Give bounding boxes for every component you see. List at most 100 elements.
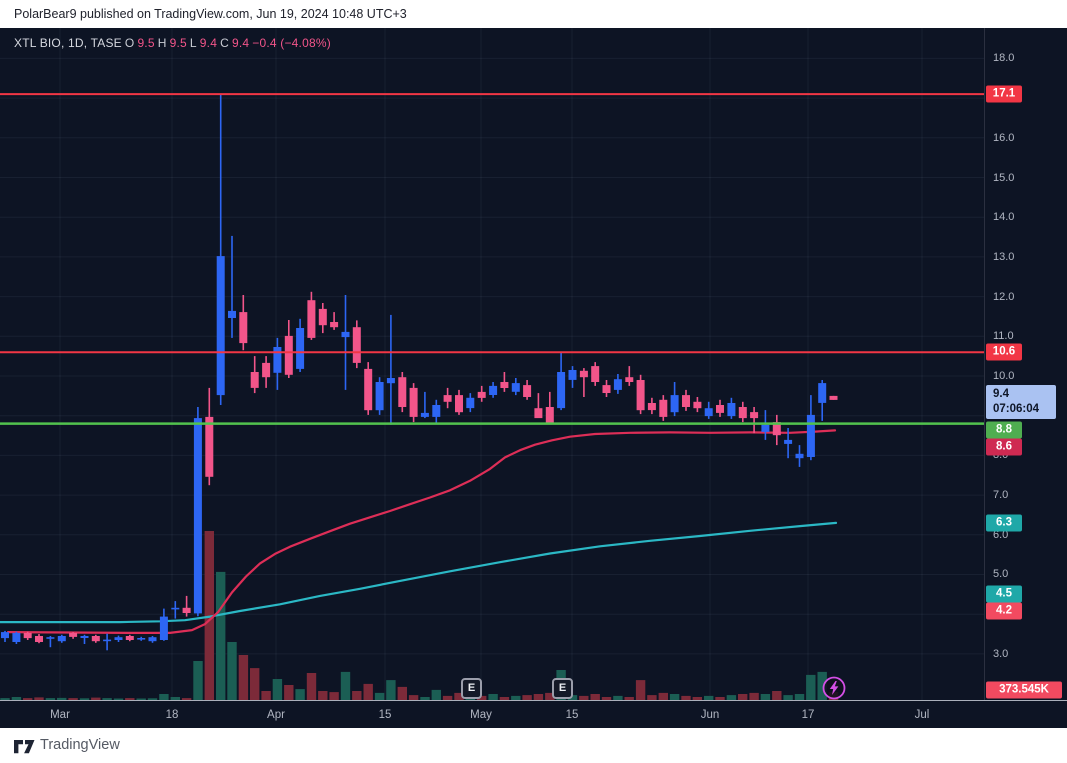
legend-part: 9.4 <box>199 36 218 50</box>
volume-bar <box>23 698 33 700</box>
chart-area[interactable]: XTL BIO, 1D, TASE O 9.5 H 9.5 L 9.4 C 9.4 −0.4 (−… <box>0 28 1067 728</box>
time-label-Mar: Mar <box>50 708 70 721</box>
volume-bar <box>193 661 203 700</box>
volume-bar <box>522 695 532 700</box>
candle <box>103 639 112 642</box>
candle <box>250 372 259 388</box>
candle <box>568 370 577 380</box>
volume-bar <box>397 686 407 700</box>
legend-part: 9.5 <box>169 36 187 50</box>
time-label-15: 15 <box>378 708 392 721</box>
price-chart-canvas[interactable] <box>0 28 985 700</box>
price-tag-6.3: 6.3 <box>986 514 1022 532</box>
legend-part: 9.4 <box>231 36 250 50</box>
volume-bar <box>408 695 419 700</box>
candle <box>579 370 588 378</box>
volume-bar <box>613 695 623 700</box>
volume-bar <box>624 697 634 700</box>
volume-bar <box>454 692 464 700</box>
earnings-icon[interactable]: E <box>552 678 573 699</box>
volume-bar <box>250 668 260 700</box>
symbol-legend[interactable]: XTL BIO, 1D, TASE O 9.5 H 9.5 L 9.4 C 9.4 −0.4 (−… <box>14 36 334 50</box>
volume-bar <box>227 642 237 700</box>
volume-bar <box>477 695 487 700</box>
volume-bar <box>488 694 498 700</box>
volume-bar <box>635 680 646 700</box>
time-axis[interactable]: Mar 18 Apr 15 May 15 Jun 17 Jul <box>0 700 1067 728</box>
publish-caption: PolarBear9 published on TradingView.com,… <box>0 0 1067 28</box>
price-tag-17.1: 17.1 <box>986 85 1022 103</box>
volume-bar <box>352 691 362 700</box>
candle <box>137 638 146 640</box>
volume-bar <box>91 697 101 700</box>
volume-bar <box>760 694 771 700</box>
volume-bar <box>340 671 351 700</box>
candle <box>727 403 736 417</box>
current-price-tag: 9.4 07:06:04 <box>986 385 1056 419</box>
price-label-6.0: 6.0 <box>993 529 1009 541</box>
price-label-10.0: 10.0 <box>993 370 1015 382</box>
volume-bar <box>590 694 600 700</box>
volume-bar <box>318 691 328 700</box>
flash-icon[interactable] <box>821 675 847 701</box>
volume-bar <box>147 698 158 700</box>
candle <box>557 372 566 409</box>
volume-bar <box>113 698 124 700</box>
volume-bar <box>238 655 249 700</box>
candle <box>500 382 509 388</box>
candle <box>1 632 9 639</box>
volume-bar <box>420 697 430 700</box>
volume-bar <box>170 697 180 700</box>
time-label-17: 17 <box>801 708 815 721</box>
price-tag-10.6: 10.6 <box>986 343 1022 361</box>
candle <box>591 366 600 382</box>
candle <box>625 377 634 382</box>
legend-part: XTL BIO, 1D, TASE <box>14 36 122 50</box>
candle <box>205 416 214 477</box>
candle <box>284 335 293 375</box>
candle <box>670 395 679 413</box>
tradingview-logo-icon <box>13 738 36 759</box>
candle <box>398 377 407 407</box>
candle <box>46 637 55 639</box>
candle <box>613 379 622 390</box>
volume-bar <box>159 694 169 700</box>
volume-bar <box>692 697 702 700</box>
volume-bar <box>306 673 317 700</box>
candle <box>330 322 339 328</box>
volume-bar <box>363 683 373 700</box>
legend-part: O <box>124 36 135 50</box>
volume-bar <box>704 695 714 700</box>
candle <box>148 637 157 642</box>
volume-bar <box>102 698 112 700</box>
candle <box>829 395 838 400</box>
volume-bar <box>545 692 555 700</box>
volume-bar <box>181 698 192 700</box>
earnings-icon[interactable]: E <box>461 678 482 699</box>
volume-bar <box>669 694 680 700</box>
price-label-14.0: 14.0 <box>993 211 1015 223</box>
volume-bar <box>511 695 521 700</box>
candle <box>69 632 78 637</box>
candle <box>738 407 747 419</box>
current-price: 9.4 <box>993 388 1009 400</box>
volume-bar <box>533 694 544 700</box>
time-label-May: May <box>470 708 492 721</box>
volume-bar <box>817 671 827 700</box>
legend-part: C <box>220 36 229 50</box>
volume-bar <box>34 697 44 700</box>
candle <box>80 636 89 638</box>
candle <box>682 395 690 407</box>
price-tag-373.545K: 373.545K <box>986 681 1062 699</box>
volume-bar <box>658 692 668 700</box>
candle <box>477 391 486 398</box>
price-label-5.0: 5.0 <box>993 568 1009 580</box>
time-label-Jun: Jun <box>700 708 720 721</box>
volume-bar <box>806 674 816 700</box>
candle <box>23 632 32 639</box>
volume-bar <box>57 697 67 700</box>
time-label-18: 18 <box>165 708 179 721</box>
volume-bar <box>216 571 226 700</box>
volume-bar <box>136 698 146 700</box>
